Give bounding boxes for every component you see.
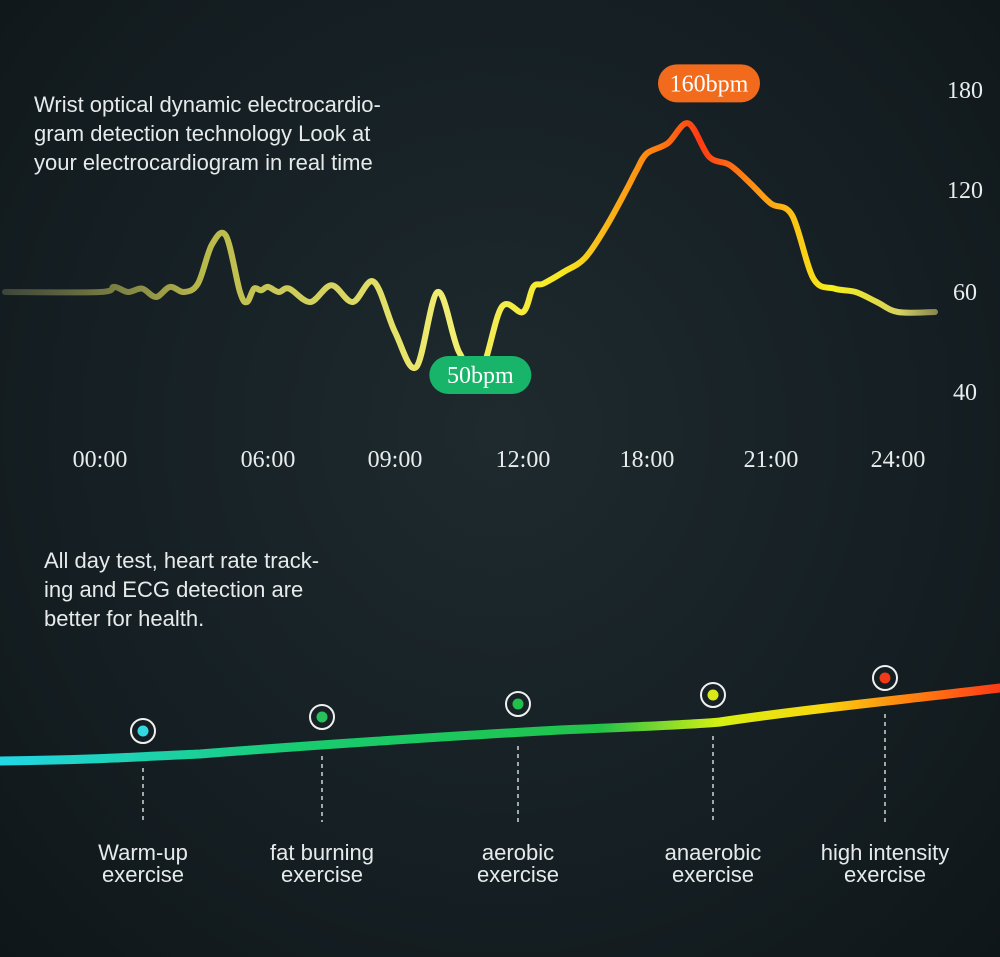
x-tick-label: 24:00: [871, 447, 926, 473]
zone-marker: [700, 682, 726, 822]
annotation-pill: 160bpm: [658, 64, 760, 103]
zone-label: aerobic exercise: [477, 840, 559, 887]
intensity-curve: [0, 683, 1000, 766]
y-tick-label: 180: [947, 78, 983, 104]
zone-label: anaerobic exercise: [664, 840, 762, 887]
x-tick-label: 21:00: [744, 447, 799, 473]
zone-marker: [130, 718, 156, 822]
annotation-label: 160bpm: [670, 71, 749, 97]
y-tick-label: 60: [953, 280, 977, 306]
x-tick-label: 09:00: [368, 447, 423, 473]
x-tick-label: 12:00: [496, 447, 551, 473]
zone-label: Warm-up exercise: [98, 840, 188, 887]
heart-rate-line: [2, 120, 938, 377]
y-tick-label: 40: [953, 380, 977, 406]
x-tick-label: 18:00: [620, 447, 675, 473]
zone-label: high intensity exercise: [820, 840, 950, 887]
annotation-label: 50bpm: [447, 363, 514, 389]
y-tick-label: 120: [947, 178, 983, 204]
zone-marker: [872, 665, 898, 822]
intro-text: Wrist optical dynamic electrocardio- gra…: [34, 92, 381, 175]
annotation-pill: 50bpm: [429, 356, 532, 394]
zone-marker: [309, 704, 335, 822]
exercise-zones-graphic: [0, 665, 1000, 822]
heart-rate-chart: 180 120 60 40 00:00 06:00 09:00 12:00 18:00 21:0…: [2, 64, 983, 473]
x-tick-label: 00:00: [73, 447, 128, 473]
zone-marker: [505, 691, 531, 822]
health-text: All day test, heart rate track- ing and …: [44, 548, 320, 631]
zone-label: fat burning exercise: [270, 840, 374, 887]
x-tick-label: 06:00: [241, 447, 296, 473]
